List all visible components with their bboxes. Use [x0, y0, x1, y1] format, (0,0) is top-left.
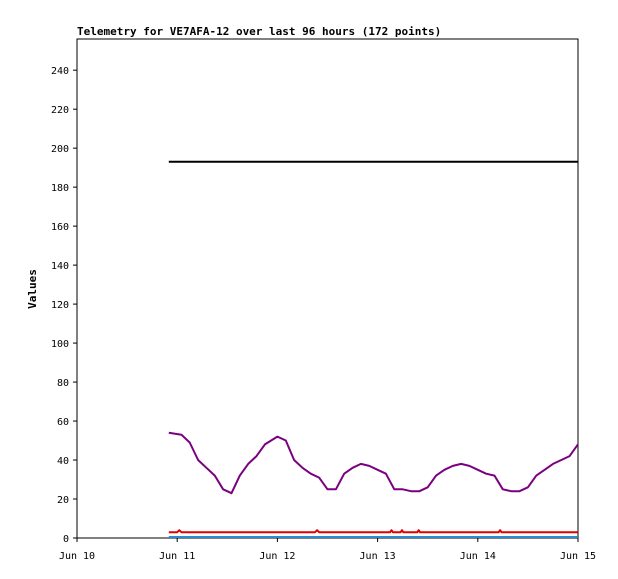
y-tick-label: 80: [57, 378, 69, 389]
plot-frame: [76, 38, 579, 539]
y-tick-label: 20: [57, 495, 69, 506]
y-tick-label: 0: [63, 534, 69, 545]
series-line-2: [168, 431, 579, 495]
y-tick-label: 140: [51, 261, 69, 272]
y-tick-label: 40: [57, 456, 69, 467]
x-tick-label: Jun 10: [59, 551, 95, 562]
x-tick-label: Jun 13: [360, 551, 396, 562]
y-tick-label: 220: [51, 105, 69, 116]
y-axis-ticks: 0 20 40 60 80 100 120 140 160 180 200 220 240: [51, 66, 77, 545]
y-tick-label: 160: [51, 222, 69, 233]
chart-title: Telemetry for VE7AFA-12 over last 96 hou…: [77, 25, 441, 38]
y-tick-label: 200: [51, 144, 69, 155]
x-tick-label: Jun 14: [460, 551, 496, 562]
y-tick-label: 120: [51, 300, 69, 311]
y-tick-label: 60: [57, 417, 69, 428]
y-tick-label: 100: [51, 339, 69, 350]
series-line-3: [168, 529, 578, 534]
y-tick-label: 180: [51, 183, 69, 194]
y-tick-label: 240: [51, 66, 69, 77]
x-tick-label: Jun 15: [560, 551, 596, 562]
y-axis-label: Values: [26, 269, 39, 309]
series-lines: [168, 160, 579, 538]
x-tick-label: Jun 11: [159, 551, 195, 562]
x-axis-ticks: Jun 10 Jun 11 Jun 12 Jun 13 Jun 14 Jun 15: [59, 538, 596, 562]
x-tick-label: Jun 12: [259, 551, 295, 562]
